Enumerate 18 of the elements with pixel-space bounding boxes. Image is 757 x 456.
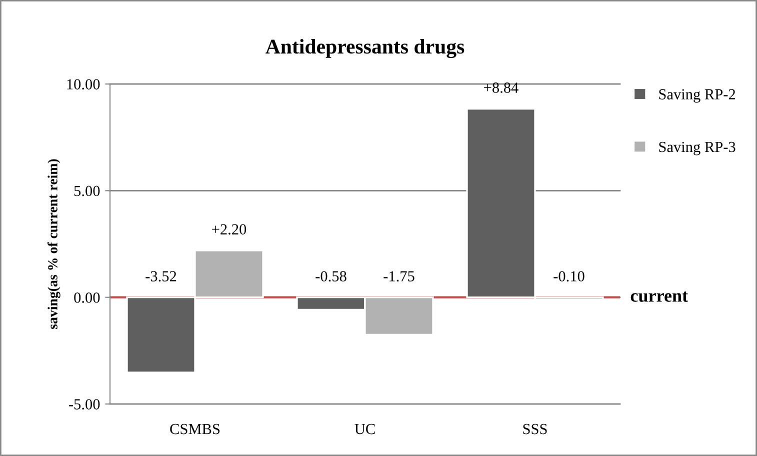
legend-label: Saving RP-2 xyxy=(659,89,736,103)
ref-line-label: current xyxy=(630,292,688,302)
data-label: -3.52 xyxy=(146,271,176,282)
y-tick-label: -5.00 xyxy=(69,399,100,410)
y-tick-label: 10.00 xyxy=(67,79,100,90)
data-label: +8.84 xyxy=(484,82,518,93)
data-label: -0.10 xyxy=(554,271,584,282)
data-label: -1.75 xyxy=(384,271,414,282)
legend-label: Saving RP-3 xyxy=(659,142,736,156)
y-axis-title: saving(as % of current reim) xyxy=(48,159,60,329)
x-tick-label: UC xyxy=(354,424,375,434)
x-tick-label: CSMBS xyxy=(170,424,220,434)
x-tick-label: SSS xyxy=(523,424,547,434)
y-tick-label: 0.00 xyxy=(74,292,100,303)
data-label: -0.58 xyxy=(316,271,346,282)
y-tick-label: 5.00 xyxy=(74,186,100,196)
data-label: +2.20 xyxy=(212,224,246,235)
chart-title: Antidepressants drugs xyxy=(266,38,464,58)
